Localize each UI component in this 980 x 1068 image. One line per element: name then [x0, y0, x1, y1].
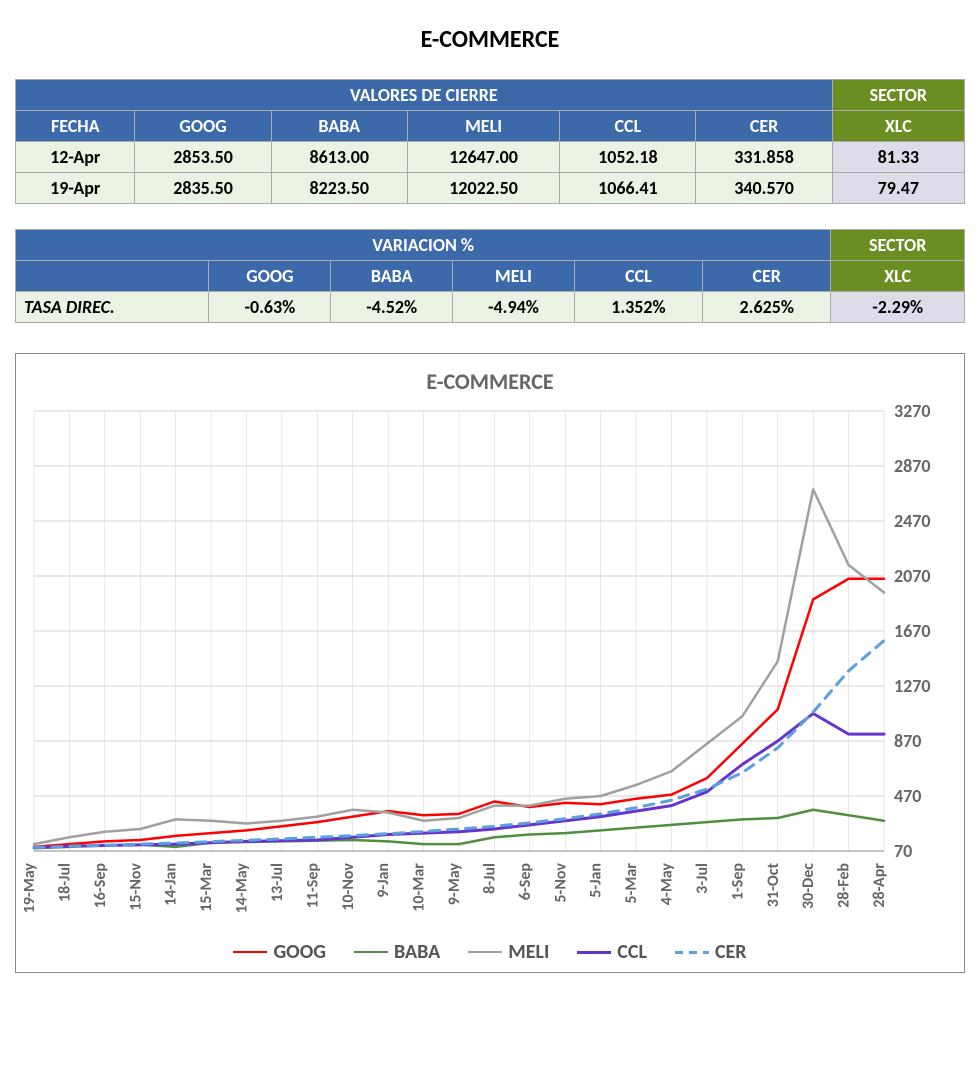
table1-header-span: VALORES DE CIERRE — [16, 80, 833, 111]
svg-text:2470: 2470 — [894, 510, 931, 532]
t2-cer: 2.625% — [703, 292, 831, 323]
closing-values-table: VALORES DE CIERRE SECTOR FECHA GOOG BABA… — [15, 79, 965, 204]
t1r0-meli: 12647.00 — [407, 142, 559, 173]
chart-container: E-COMMERCE 70 470 870 1270 1670 2070 2470 2870 3… — [15, 353, 965, 973]
legend-label: BABA — [394, 940, 440, 964]
t1r1-ccl: 1066.41 — [560, 173, 696, 204]
legend-label: CER — [715, 940, 747, 964]
col-meli: MELI — [407, 111, 559, 142]
legend-label: GOOG — [273, 940, 326, 964]
t2-meli: -4.94% — [453, 292, 575, 323]
svg-text:13-Jul: 13-Jul — [268, 863, 287, 902]
col-cer: CER — [696, 111, 832, 142]
legend-label: CCL — [617, 940, 647, 964]
svg-text:14-Jan: 14-Jan — [162, 863, 181, 906]
svg-text:3270: 3270 — [894, 401, 931, 422]
t1r1-xlc: 79.47 — [832, 173, 964, 204]
t1r1-baba: 8223.50 — [271, 173, 407, 204]
svg-text:3-Jul: 3-Jul — [693, 863, 712, 894]
col-goog: GOOG — [135, 111, 271, 142]
svg-text:10-Nov: 10-Nov — [339, 863, 358, 911]
t1r1-cer: 340.570 — [696, 173, 832, 204]
t1r1-goog: 2835.50 — [135, 173, 271, 204]
svg-text:470: 470 — [894, 785, 921, 807]
svg-text:4-May: 4-May — [658, 863, 677, 906]
t2-col-meli: MELI — [453, 261, 575, 292]
svg-text:2070: 2070 — [894, 565, 931, 587]
svg-text:28-Apr: 28-Apr — [870, 863, 889, 908]
legend-item-goog: GOOG — [233, 940, 326, 964]
t1r0-baba: 8613.00 — [271, 142, 407, 173]
t2-col-goog: GOOG — [209, 261, 331, 292]
t2-col-baba: BABA — [331, 261, 453, 292]
t2-col-cer: CER — [703, 261, 831, 292]
svg-text:10-Mar: 10-Mar — [410, 863, 429, 912]
legend-swatch — [577, 951, 611, 954]
svg-text:870: 870 — [894, 730, 921, 752]
t2-ccl: 1.352% — [574, 292, 702, 323]
t1r1-fecha: 19-Apr — [16, 173, 135, 204]
legend-swatch — [354, 951, 388, 954]
t2-baba: -4.52% — [331, 292, 453, 323]
table2-sector-span: SECTOR — [831, 230, 965, 261]
t1r0-cer: 331.858 — [696, 142, 832, 173]
legend-item-baba: BABA — [354, 940, 440, 964]
svg-text:5-Nov: 5-Nov — [551, 863, 570, 903]
chart-legend: GOOG BABA MELI CCL CER — [24, 940, 956, 964]
table2-header-span: VARIACION % — [16, 230, 831, 261]
svg-text:1-Sep: 1-Sep — [728, 863, 747, 901]
legend-label: MELI — [508, 940, 549, 964]
svg-text:8-Jul: 8-Jul — [480, 863, 499, 894]
col-xlc: XLC — [832, 111, 964, 142]
line-chart: 70 470 870 1270 1670 2070 2470 2870 3270 19-May 18… — [24, 401, 954, 931]
chart-title: E-COMMERCE — [24, 368, 956, 395]
legend-swatch — [233, 951, 267, 954]
svg-text:5-Jan: 5-Jan — [587, 863, 606, 898]
t1r0-xlc: 81.33 — [832, 142, 964, 173]
t2-col-blank — [16, 261, 209, 292]
svg-text:70: 70 — [894, 840, 912, 862]
svg-text:2870: 2870 — [894, 455, 931, 477]
t1r0-fecha: 12-Apr — [16, 142, 135, 173]
legend-item-ccl: CCL — [577, 940, 647, 964]
svg-text:15-Mar: 15-Mar — [197, 863, 216, 912]
svg-text:1270: 1270 — [894, 675, 931, 697]
svg-text:16-Sep: 16-Sep — [91, 863, 110, 909]
svg-text:6-Sep: 6-Sep — [516, 863, 535, 901]
svg-text:9-Jan: 9-Jan — [374, 863, 393, 898]
svg-text:5-Mar: 5-Mar — [622, 863, 641, 904]
svg-text:15-Nov: 15-Nov — [126, 863, 145, 911]
svg-text:14-May: 14-May — [233, 863, 252, 914]
svg-text:9-May: 9-May — [445, 863, 464, 906]
svg-text:31-Oct: 31-Oct — [764, 863, 783, 908]
t1r1-meli: 12022.50 — [407, 173, 559, 204]
legend-item-meli: MELI — [468, 940, 549, 964]
svg-text:30-Dec: 30-Dec — [799, 863, 818, 909]
t2-col-ccl: CCL — [574, 261, 702, 292]
variation-table: VARIACION % SECTOR GOOG BABA MELI CCL CE… — [15, 229, 965, 323]
t1r0-goog: 2853.50 — [135, 142, 271, 173]
svg-text:28-Feb: 28-Feb — [835, 863, 854, 908]
table1-sector-span: SECTOR — [832, 80, 964, 111]
t2-col-xlc: XLC — [831, 261, 965, 292]
svg-text:11-Sep: 11-Sep — [303, 863, 322, 909]
legend-swatch — [675, 951, 709, 954]
t1r0-ccl: 1052.18 — [560, 142, 696, 173]
page-title: E-COMMERCE — [15, 25, 965, 54]
legend-swatch — [468, 951, 502, 954]
svg-text:19-May: 19-May — [24, 863, 39, 914]
t2-xlc: -2.29% — [831, 292, 965, 323]
col-fecha: FECHA — [16, 111, 135, 142]
col-baba: BABA — [271, 111, 407, 142]
legend-item-cer: CER — [675, 940, 747, 964]
t2-goog: -0.63% — [209, 292, 331, 323]
svg-text:1670: 1670 — [894, 620, 931, 642]
col-ccl: CCL — [560, 111, 696, 142]
t2-row-label: TASA DIREC. — [16, 292, 209, 323]
svg-text:18-Jul: 18-Jul — [55, 863, 74, 902]
